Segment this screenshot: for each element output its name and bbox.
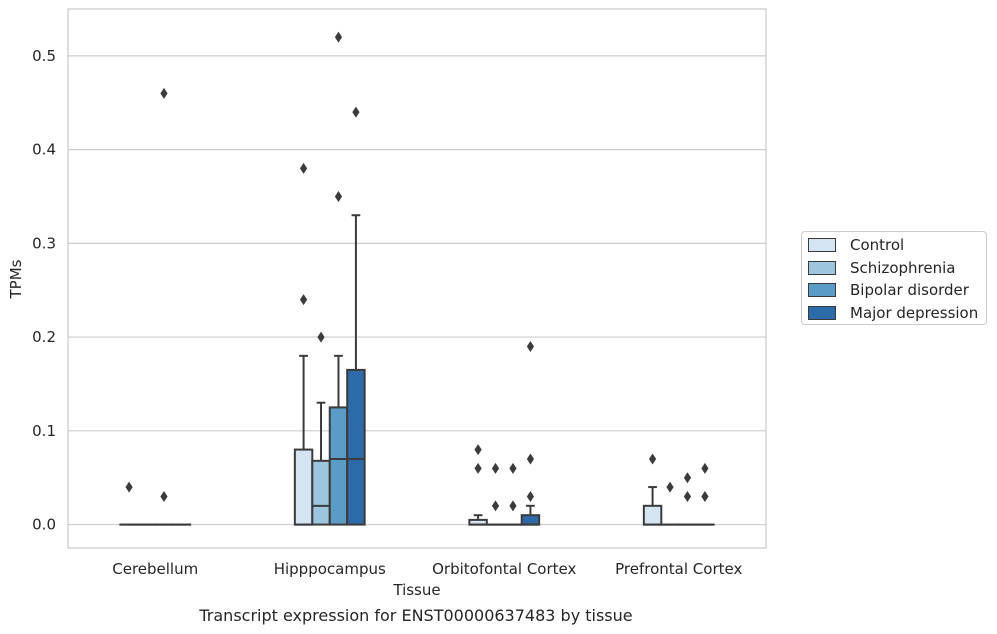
legend-label: Schizophrenia [850,258,956,277]
outlier-point [666,481,674,493]
box-bipolar-disorder [328,354,349,526]
x-tick-labels: Cerebellum Hipppocampus Orbitofontal Corte… [112,560,742,578]
outlier-point [526,453,535,465]
outlier-point [160,87,168,99]
x-axis-label: Tissue [392,581,440,599]
box-schizophrenia [311,401,331,526]
outlier-point [125,481,133,493]
outlier-point [509,462,517,474]
outlier-point [491,462,500,474]
plot-frame [67,8,767,549]
y-tick-labels: 0.0 0.1 0.2 0.3 0.4 0.5 [32,47,56,534]
outlier-point [317,331,325,343]
box-body [642,504,663,526]
outlier-point [701,490,709,502]
y-tick-label: 0.0 [32,516,56,534]
outlier-point [299,294,308,306]
box-major-depression [520,504,541,526]
outlier-point [334,190,343,202]
legend-item: Major depression [808,303,978,323]
chart-caption: Transcript expression for ENST0000063748… [199,606,633,625]
outlier-point [160,490,168,502]
outlier-point [526,340,535,352]
outlier-point [526,490,535,502]
outlier-point [334,31,343,43]
y-tick-label: 0.3 [32,234,56,252]
box-marks [119,214,715,526]
outlier-point [474,444,482,456]
box-body [520,514,541,526]
legend-swatch [808,305,836,320]
y-tick-label: 0.5 [32,47,56,65]
outlier-point [509,500,517,512]
legend-item: Control [808,235,904,255]
outlier-point [701,462,709,474]
box-body [293,448,314,526]
box-major-depression [346,214,366,526]
outlier-point [648,453,657,465]
grid-lines [68,55,766,526]
legend-label: Control [850,236,905,254]
box-control [642,486,663,526]
y-tick-label: 0.2 [32,328,56,346]
outlier-point [491,500,500,512]
legend-item: Schizophrenia [808,258,955,278]
box-body [311,459,331,526]
outlier-marks [125,31,709,512]
legend-label: Major depression [850,303,979,322]
legend-label: Bipolar disorder [850,281,969,299]
legend-swatch [808,238,836,252]
x-tick-label: Cerebellum [112,560,198,578]
x-tick-label: Orbitofontal Cortex [432,560,576,578]
box-body [346,368,366,526]
box-body [328,406,349,526]
box-control [293,354,314,526]
box-control [468,514,488,526]
outlier-point [352,106,360,118]
outlier-point [474,462,482,474]
y-tick-label: 0.1 [32,422,56,440]
y-tick-label: 0.4 [32,141,56,159]
legend-swatch [808,260,836,275]
outlier-point [683,490,692,502]
outlier-point [683,472,692,484]
legend-item: Bipolar disorder [808,280,969,300]
legend: Control Schizophrenia Bipolar disorder Majo… [801,231,987,325]
x-tick-label: Hipppocampus [274,560,386,578]
outlier-point [299,162,308,174]
legend-swatch [808,283,836,297]
y-axis-label: TPMs [7,259,25,299]
x-tick-label: Prefrontal Cortex [615,560,742,578]
